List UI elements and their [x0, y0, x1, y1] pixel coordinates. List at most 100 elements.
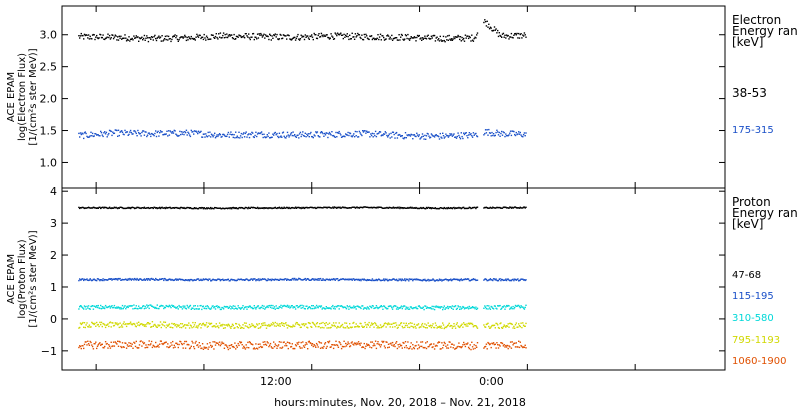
- data-point: [186, 206, 188, 209]
- data-point: [308, 38, 310, 40]
- data-point: [309, 306, 311, 309]
- data-point: [428, 206, 430, 209]
- data-point: [374, 279, 377, 281]
- data-point: [290, 207, 292, 210]
- data-point: [343, 207, 345, 209]
- data-point: [227, 207, 230, 209]
- data-point: [370, 324, 372, 326]
- data-point: [302, 345, 305, 347]
- data-point: [304, 132, 306, 134]
- data-point: [414, 135, 416, 137]
- data-point: [221, 135, 223, 138]
- data-point: [277, 344, 280, 346]
- data-point: [270, 346, 272, 348]
- data-point: [439, 132, 441, 135]
- data-point: [132, 133, 134, 135]
- data-point: [510, 347, 513, 349]
- data-point: [449, 279, 451, 281]
- data-point: [133, 130, 135, 132]
- data-point: [248, 133, 250, 135]
- data-point: [472, 132, 475, 134]
- data-point: [143, 342, 146, 344]
- data-point: [425, 347, 428, 350]
- data-point: [282, 322, 285, 325]
- data-point: [383, 207, 386, 209]
- data-point: [125, 347, 128, 349]
- data-point: [430, 207, 433, 210]
- data-point: [300, 34, 302, 36]
- data-point: [201, 279, 204, 281]
- data-point: [213, 325, 215, 327]
- data-point: [362, 305, 364, 307]
- data-point: [112, 345, 114, 347]
- data-point: [465, 207, 467, 210]
- data-point: [416, 36, 418, 39]
- data-point: [142, 323, 145, 326]
- data-point: [213, 348, 215, 350]
- data-point: [471, 279, 474, 281]
- data-point: [426, 132, 428, 135]
- data-point: [132, 39, 134, 41]
- data-point: [156, 279, 158, 281]
- data-point: [283, 341, 285, 343]
- data-point: [386, 134, 388, 137]
- data-point: [226, 324, 228, 326]
- data-point: [393, 305, 395, 307]
- data-point: [113, 206, 116, 208]
- data-point: [320, 32, 323, 35]
- data-point: [336, 278, 339, 280]
- data-point: [488, 325, 490, 328]
- data-point: [148, 37, 150, 39]
- data-point: [100, 132, 103, 134]
- data-point: [91, 135, 93, 137]
- data-point: [142, 341, 144, 343]
- data-point: [335, 305, 337, 308]
- data-point: [384, 38, 386, 41]
- data-point: [456, 322, 458, 324]
- data-point: [369, 136, 371, 138]
- data-point: [125, 37, 127, 39]
- data-point: [289, 279, 291, 281]
- data-point: [171, 344, 173, 346]
- data-point: [497, 326, 500, 329]
- data-point: [501, 278, 503, 281]
- data-point: [430, 308, 433, 310]
- data-point: [198, 279, 200, 282]
- data-point: [209, 38, 211, 40]
- data-point: [251, 131, 253, 134]
- data-point: [340, 136, 343, 138]
- data-point: [380, 279, 382, 282]
- data-point: [207, 306, 209, 308]
- data-point: [149, 304, 151, 306]
- data-point: [317, 326, 319, 328]
- data-point: [505, 206, 507, 208]
- data-point: [306, 35, 308, 37]
- data-point: [216, 342, 218, 344]
- data-point: [400, 322, 402, 325]
- data-point: [462, 344, 464, 346]
- data-point: [494, 305, 496, 307]
- data-point: [288, 279, 290, 281]
- data-point: [99, 279, 101, 282]
- data-point: [246, 35, 248, 37]
- data-point: [489, 343, 492, 345]
- data-point: [432, 308, 434, 310]
- data-point: [402, 137, 404, 139]
- data-point: [379, 131, 382, 133]
- data-point: [484, 206, 486, 209]
- data-point: [153, 324, 155, 326]
- data-point: [457, 132, 459, 134]
- data-point: [134, 307, 136, 310]
- data-point: [470, 207, 472, 210]
- data-point: [85, 324, 87, 326]
- data-point: [424, 323, 426, 325]
- data-point: [171, 132, 173, 134]
- data-point: [276, 322, 278, 325]
- data-point: [325, 278, 327, 280]
- data-point: [206, 343, 209, 345]
- data-point: [276, 207, 278, 210]
- data-point: [196, 131, 198, 133]
- data-point: [381, 207, 383, 209]
- data-point: [208, 346, 210, 348]
- data-point: [494, 207, 496, 209]
